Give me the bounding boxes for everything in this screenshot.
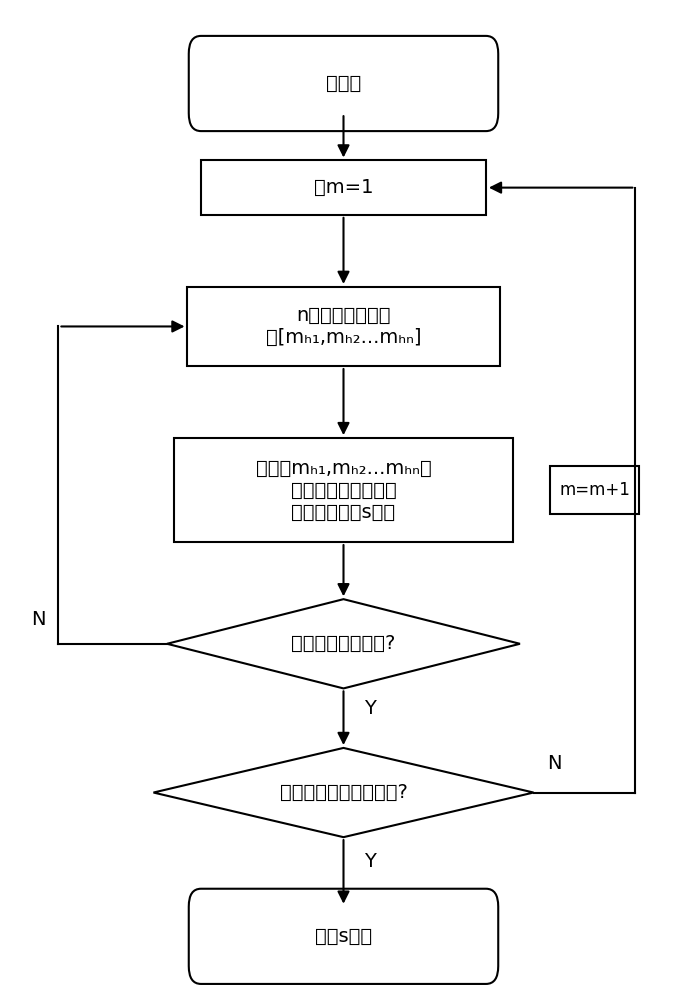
- Text: n变量的可选开关
数[mₕ₁,mₕ₂...mₕₙ]: n变量的可选开关 数[mₕ₁,mₕ₂...mₕₙ]: [266, 306, 421, 347]
- Text: N: N: [31, 610, 45, 629]
- Text: Y: Y: [364, 699, 376, 718]
- FancyBboxPatch shape: [189, 36, 498, 131]
- Text: 同时从mₕ₁,mₕ₂...mₕₙ中
分别取出一个开关编
码后组合存入s矩阵: 同时从mₕ₁,mₕ₂...mₕₙ中 分别取出一个开关编 码后组合存入s矩阵: [256, 459, 431, 522]
- Bar: [174, 438, 513, 542]
- Bar: [550, 466, 639, 514]
- Text: Y: Y: [364, 852, 376, 871]
- Bar: [201, 160, 486, 215]
- Text: 初始化: 初始化: [326, 74, 361, 93]
- Polygon shape: [167, 599, 520, 688]
- Text: 输出s矩阵: 输出s矩阵: [315, 927, 372, 946]
- Text: 编码空间是否都被计算?: 编码空间是否都被计算?: [280, 783, 407, 802]
- Text: 开关是否都被提取?: 开关是否都被提取?: [291, 634, 396, 653]
- Polygon shape: [153, 748, 534, 837]
- Text: m=m+1: m=m+1: [559, 481, 630, 499]
- Text: 取m=1: 取m=1: [314, 178, 373, 197]
- FancyBboxPatch shape: [189, 889, 498, 984]
- Text: N: N: [547, 754, 561, 773]
- Bar: [188, 287, 499, 366]
